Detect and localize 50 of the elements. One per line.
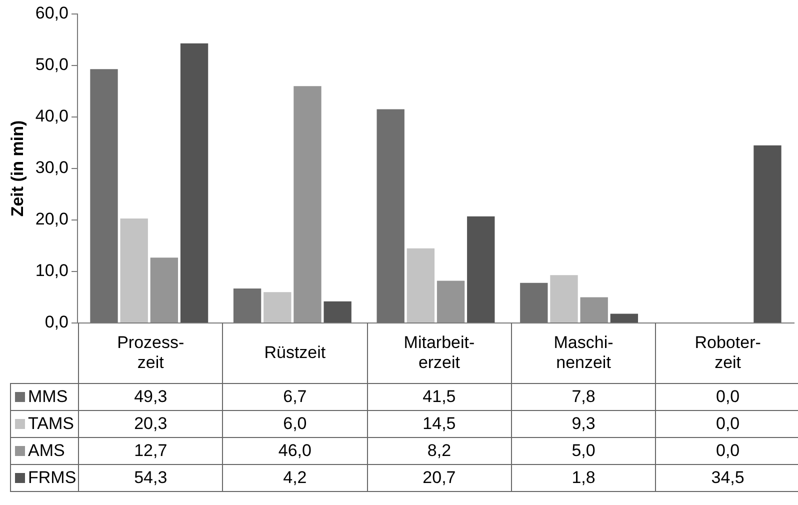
bar — [610, 314, 638, 322]
bar — [580, 297, 608, 322]
data-label: 0,0 — [656, 384, 798, 410]
legend-label: MMS — [10, 384, 78, 410]
bar — [754, 145, 782, 322]
legend-label: FRMS — [10, 464, 78, 492]
data-label: 5,0 — [511, 438, 656, 464]
y-tick-label: 30,0 — [35, 158, 68, 178]
data-label: 9,3 — [511, 410, 656, 438]
bar — [264, 292, 292, 322]
bar — [436, 280, 465, 322]
data-label: 6,7 — [222, 384, 368, 410]
data-label: 4,2 — [222, 464, 368, 492]
legend-label: AMS — [10, 438, 78, 464]
bar — [550, 275, 578, 322]
y-tick-label: 50,0 — [35, 55, 68, 74]
x-tick-label: Mitarbeit- erzeit — [367, 323, 512, 384]
y-axis-title: Zeit (in min) — [8, 120, 27, 217]
data-label: 20,7 — [367, 464, 512, 492]
bar — [324, 301, 352, 322]
bar — [120, 218, 148, 322]
bar — [467, 216, 495, 322]
bar — [180, 43, 208, 322]
data-label: 7,8 — [511, 384, 656, 410]
x-tick-label: Maschi- nenzeit — [511, 323, 656, 384]
y-tick-label: 10,0 — [35, 261, 68, 280]
x-tick-label: Rüstzeit — [222, 323, 368, 384]
data-label: 20,3 — [78, 410, 223, 438]
y-tick-label: 40,0 — [35, 106, 68, 126]
bar — [150, 258, 178, 322]
y-tick-label: 20,0 — [35, 210, 68, 229]
data-label: 34,5 — [656, 464, 798, 492]
x-tick-label: Prozess- zeit — [78, 323, 223, 384]
data-label: 0,0 — [656, 410, 798, 438]
x-tick-label: Roboter- zeit — [656, 323, 798, 384]
data-label: 46,0 — [222, 438, 368, 464]
bar — [406, 248, 435, 322]
data-label: 0,0 — [656, 438, 798, 464]
data-label: 6,0 — [222, 410, 368, 438]
data-label: 1,8 — [511, 464, 656, 492]
data-label: 14,5 — [367, 410, 512, 438]
data-label: 54,3 — [78, 464, 223, 492]
data-label: 49,3 — [78, 384, 223, 410]
y-tick-label: 60,0 — [35, 4, 68, 23]
data-label: 41,5 — [367, 384, 512, 410]
legend-label: TAMS — [10, 410, 78, 438]
y-tick-label: 0,0 — [44, 312, 68, 332]
data-label: 8,2 — [367, 438, 512, 464]
data-label: 12,7 — [78, 438, 223, 464]
bar — [294, 86, 322, 322]
